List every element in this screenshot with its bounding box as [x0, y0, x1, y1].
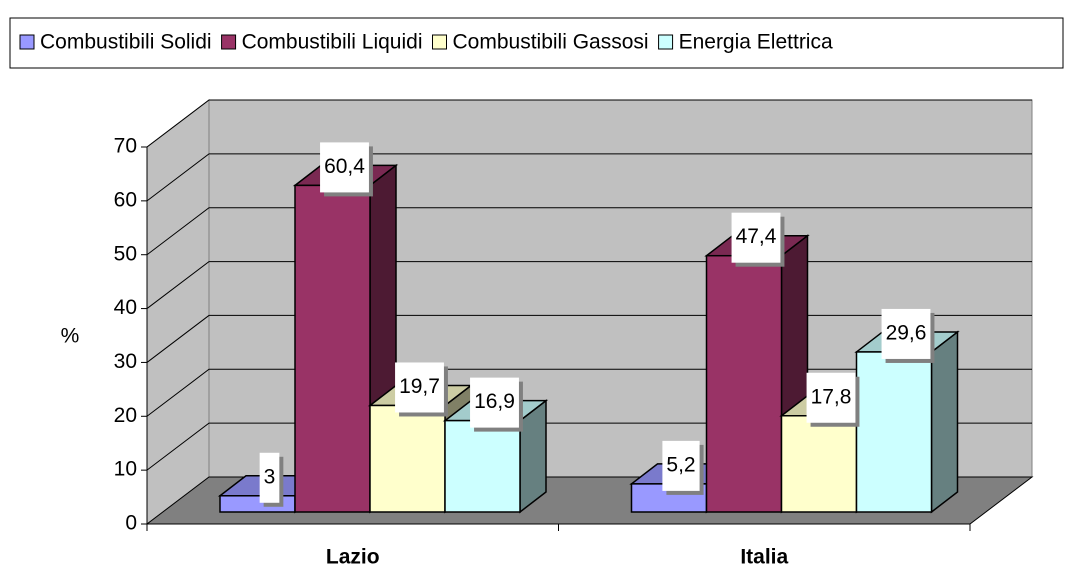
- legend-swatch: [19, 34, 35, 50]
- y-tick-label: 0: [125, 512, 137, 535]
- bar-front: [219, 495, 296, 513]
- y-tick-label: 70: [114, 135, 137, 158]
- data-label-box: [731, 212, 781, 263]
- bar-front: [780, 415, 858, 513]
- legend-swatch: [221, 34, 237, 50]
- legend-label: Energia Elettrica: [679, 31, 833, 54]
- x-tick-label: Italia: [740, 546, 788, 569]
- data-label: 60,4: [324, 155, 365, 178]
- data-label: 3: [264, 465, 276, 488]
- grid-line: [146, 207, 1032, 256]
- bar-front: [444, 419, 521, 513]
- y-tick-label: 30: [114, 350, 137, 373]
- data-label-box: [259, 452, 280, 503]
- legend-swatch: [432, 34, 447, 50]
- data-label-box: [806, 372, 856, 423]
- bar-front: [705, 254, 783, 513]
- y-tick-label: 60: [114, 188, 137, 211]
- data-label-box: [320, 142, 369, 193]
- y-axis-label: %: [61, 325, 80, 348]
- data-label: 19,7: [399, 375, 440, 398]
- side-wall: [146, 98, 210, 526]
- data-label-box: [470, 377, 519, 428]
- data-label: 47,4: [736, 225, 777, 248]
- y-tick-label: 20: [114, 404, 137, 427]
- grid-line: [146, 99, 1032, 148]
- legend-box: [9, 17, 1064, 69]
- y-tick-label: 40: [114, 296, 137, 319]
- data-label: 17,8: [811, 385, 852, 408]
- legend-label: Combustibili Solidi: [40, 31, 212, 54]
- data-label: 29,6: [886, 321, 927, 344]
- legend-label: Combustibili Liquidi: [242, 31, 423, 54]
- data-label-box: [662, 440, 700, 491]
- bar-front: [369, 404, 446, 513]
- y-tick-label: 50: [114, 242, 137, 265]
- y-tick-label: 10: [114, 458, 137, 481]
- bar-front: [294, 184, 371, 513]
- data-label: 5,2: [666, 453, 695, 476]
- bar-front: [855, 351, 933, 513]
- x-tick-label: Lazio: [326, 546, 380, 569]
- legend-swatch: [658, 34, 674, 50]
- data-label: 16,9: [474, 390, 515, 413]
- bar-side: [930, 330, 959, 514]
- legend-label: Combustibili Gassosi: [453, 31, 649, 54]
- data-label-box: [395, 362, 444, 413]
- grid-line: [146, 153, 1032, 202]
- data-label-box: [881, 308, 931, 359]
